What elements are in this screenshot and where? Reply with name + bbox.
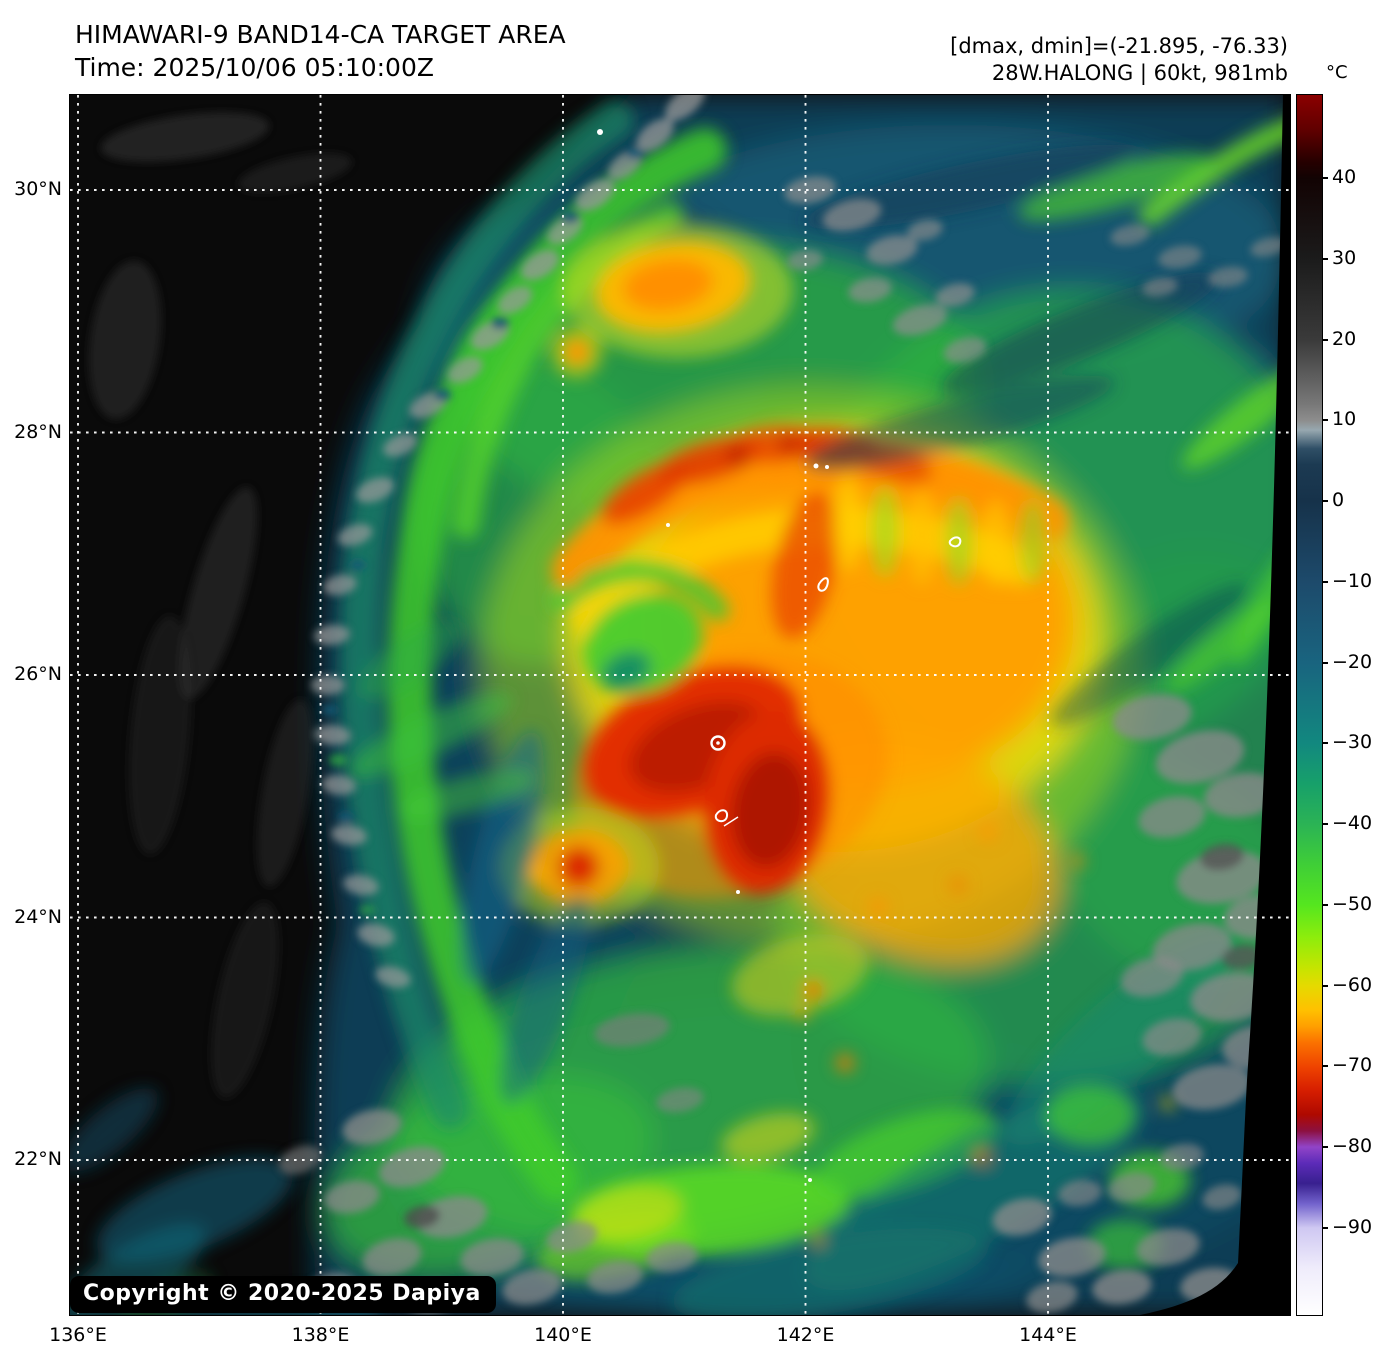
satellite-ir-image: [70, 95, 1290, 1315]
island-coastline: [817, 577, 829, 592]
lon-tick-label: 138°E: [291, 1324, 350, 1346]
island-dot: [736, 890, 740, 894]
lat-lon-gridlines: [70, 95, 1290, 1315]
copyright-badge: Copyright © 2020-2025 Dapiya: [70, 1276, 496, 1313]
figure-title: HIMAWARI-9 BAND14-CA TARGET AREA: [75, 20, 566, 49]
island-coastline: [948, 536, 962, 548]
island-dot: [808, 1178, 812, 1182]
lat-tick-label: 26°N: [14, 663, 62, 685]
colorbar-tick-label: −20: [1332, 650, 1373, 673]
colorbar-tickmark: [1323, 742, 1328, 745]
storm-center-dot: [716, 741, 720, 745]
lat-tick-label: 30°N: [14, 178, 62, 200]
colorbar-tick-label: −40: [1332, 812, 1373, 835]
cloud-dot: [597, 129, 603, 135]
colorbar-tickmark: [1323, 1226, 1328, 1229]
lon-tick-label: 136°E: [49, 1324, 107, 1346]
annotation-storm-info: 28W.HALONG | 60kt, 981mb: [991, 61, 1288, 85]
colorbar-tickmark: [1323, 903, 1328, 906]
colorbar-tickmark: [1323, 338, 1328, 341]
colorbar-tick-label: −70: [1332, 1054, 1373, 1077]
lat-tick-label: 22°N: [14, 1148, 62, 1170]
colorbar-tickmark: [1323, 580, 1328, 583]
colorbar-gradient: [1297, 95, 1322, 1315]
figure-time: Time: 2025/10/06 05:10:00Z: [75, 53, 434, 82]
colorbar-tick-label: −90: [1332, 1215, 1373, 1238]
lon-tick-label: 142°E: [776, 1324, 835, 1346]
island-dot: [813, 463, 819, 469]
colorbar-unit-label: °C: [1326, 62, 1348, 83]
colorbar-tickmark: [1323, 823, 1328, 826]
colorbar-tickmark: [1323, 984, 1328, 987]
island-coastline: [723, 816, 739, 827]
colorbar-tick-label: 20: [1332, 327, 1357, 350]
colorbar-tick-label: 10: [1332, 408, 1357, 431]
colorbar-tickmark: [1323, 177, 1328, 180]
colorbar-tickmark: [1323, 419, 1328, 422]
annotation-dmax-dmin: [dmax, dmin]=(-21.895, -76.33): [950, 34, 1288, 58]
satellite-map: Copyright © 2020-2025 Dapiya: [69, 94, 1291, 1316]
colorbar-tick-label: −30: [1332, 731, 1373, 754]
colorbar-tick-label: −80: [1332, 1135, 1373, 1158]
scan-edge-band: [1140, 95, 1290, 1315]
lat-tick-label: 28°N: [14, 420, 62, 443]
colorbar-tick-label: 40: [1332, 166, 1357, 189]
colorbar-tickmark: [1323, 1065, 1328, 1068]
colorbar-tick-label: −10: [1332, 569, 1373, 592]
colorbar-tick-label: 30: [1332, 246, 1357, 269]
colorbar-tickmark: [1323, 661, 1328, 664]
colorbar-tickmark: [1323, 500, 1328, 503]
colorbar-tick-label: −50: [1332, 892, 1373, 915]
lon-tick-label: 140°E: [534, 1324, 592, 1346]
storm-center-marker: [710, 735, 726, 751]
lat-tick-label: 24°N: [14, 905, 62, 928]
island-dot: [666, 523, 670, 527]
colorbar: [1296, 94, 1323, 1316]
colorbar-tick-label: 0: [1332, 489, 1345, 512]
colorbar-tickmark: [1323, 1146, 1328, 1149]
colorbar-tickmark: [1323, 257, 1328, 260]
storm-markers: [597, 129, 962, 1182]
island-coastline: [714, 809, 729, 823]
island-dot: [825, 465, 829, 469]
lon-tick-label: 144°E: [1019, 1324, 1077, 1346]
colorbar-tick-label: −60: [1332, 973, 1373, 996]
